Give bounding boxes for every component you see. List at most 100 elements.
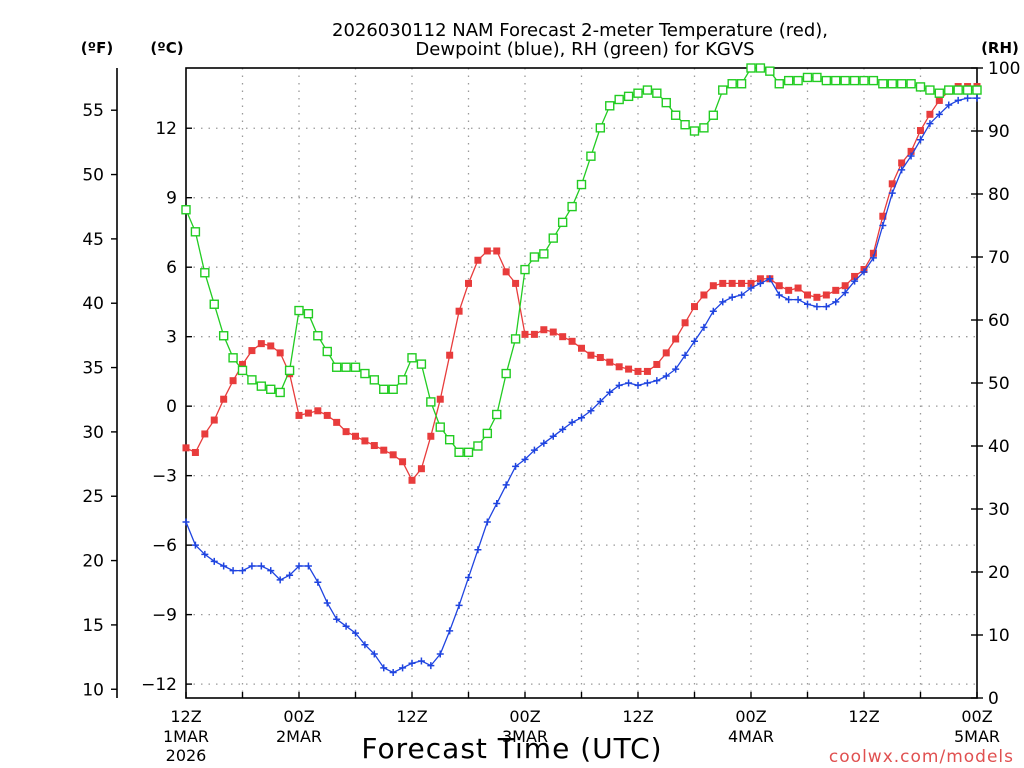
rh-point [804,73,812,81]
celsius-tick-label: −12 [141,675,177,695]
rh-point [625,92,633,100]
dewpoint-point [183,518,190,525]
rh-point [728,80,736,88]
rh-point [239,366,247,374]
dewpoint-point [955,97,962,104]
2-meter-temperature-point [635,368,642,375]
rh-point [502,370,510,378]
2-meter-temperature-point [258,340,265,347]
2-meter-temperature-point [917,127,924,134]
2-meter-temperature-point [522,331,529,338]
2-meter-temperature-point [267,342,274,349]
dewpoint-point [823,303,830,310]
rh-tick-label: 0 [988,689,999,709]
2-meter-temperature-point [569,338,576,345]
rh-point [672,111,680,119]
fahrenheit-unit-label: (ºF) [81,39,113,57]
2-meter-temperature-point [456,308,463,315]
rh-point [747,64,755,72]
rh-tick-label: 60 [988,311,1010,331]
rh-point [540,250,548,258]
2-meter-temperature-point [738,280,745,287]
2-meter-temperature-point [343,428,350,435]
dewpoint-point [456,602,463,609]
dewpoint-point [964,95,971,102]
2-meter-temperature-point [465,280,472,287]
dewpoint-point [258,562,265,569]
2-meter-temperature-point [446,352,453,359]
2-meter-temperature-point [597,354,604,361]
2-meter-temperature-point [653,361,660,368]
rh-tick-label: 100 [988,59,1020,79]
rh-point [954,86,962,94]
rh-point [304,310,312,318]
2-meter-temperature-point [616,363,623,370]
rh-point [822,77,830,85]
rh-point [756,64,764,72]
2-meter-temperature-point [333,419,340,426]
rh-point [785,77,793,85]
rh-point [436,423,444,431]
dewpoint-point [484,518,491,525]
forecast-chart: 2026030112 NAM Forecast 2-meter Temperat… [0,0,1024,768]
rh-point [794,77,802,85]
rh-point [869,77,877,85]
x-tick-time-label: 12Z [848,707,879,726]
chart-title-line-2: Dewpoint (blue), RH (green) for KGVS [415,39,754,60]
rh-point [559,218,567,226]
rh-point [333,363,341,371]
2-meter-temperature-point [625,366,632,373]
dewpoint-point [474,546,481,553]
grid-lines [186,68,977,698]
rh-point [530,253,538,261]
x-tick-time-label: 00Z [509,707,540,726]
2-meter-temperature-point [418,465,425,472]
2-meter-temperature-point [314,407,321,414]
rh-unit-label: (RH) [981,39,1019,57]
rh-point [766,67,774,75]
celsius-tick-label: 3 [166,328,177,348]
2-meter-temperature-point [813,294,820,301]
x-axis-title: Forecast Time (UTC) [361,732,662,765]
rh-point [615,96,623,104]
rh-point [521,266,529,274]
2-meter-temperature-point [785,287,792,294]
rh-point [907,80,915,88]
2-meter-temperature-point [399,458,406,465]
dewpoint-point [635,382,642,389]
rh-point [634,89,642,97]
2-meter-temperature-point [371,442,378,449]
fahrenheit-tick-label: 40 [82,294,104,314]
rh-point [832,77,840,85]
rh-tick-label: 40 [988,437,1010,457]
2-meter-temperature-point [427,433,434,440]
2-meter-temperature-point [540,326,547,333]
rh-tick-label: 90 [988,122,1010,142]
2-meter-temperature-point [352,433,359,440]
2-meter-temperature-point [390,451,397,458]
rh-tick-label: 80 [988,185,1010,205]
2-meter-temperature-point [220,396,227,403]
x-tick-time-label: 00Z [283,707,314,726]
rh-point [568,203,576,211]
celsius-tick-label: 0 [166,397,177,417]
dewpoint-point [239,567,246,574]
2-meter-temperature-point [682,319,689,326]
rh-point [210,300,218,308]
chart-title: 2026030112 NAM Forecast 2-meter Temperat… [332,20,828,60]
2-meter-temperature-point [710,282,717,289]
2-meter-temperature-point [776,282,783,289]
rh-point [719,86,727,94]
rh-point [898,80,906,88]
rh-point [851,77,859,85]
2-meter-temperature-point [484,247,491,254]
2-meter-temperature-point [578,345,585,352]
rh-point [691,127,699,135]
2-meter-temperature-point [729,280,736,287]
credit-text: coolwx.com/models [829,747,1014,767]
rh-point [596,124,604,132]
rh-point [606,102,614,110]
2-meter-temperature-point [559,333,566,340]
rh-point [973,86,981,94]
rh-point [389,385,397,393]
